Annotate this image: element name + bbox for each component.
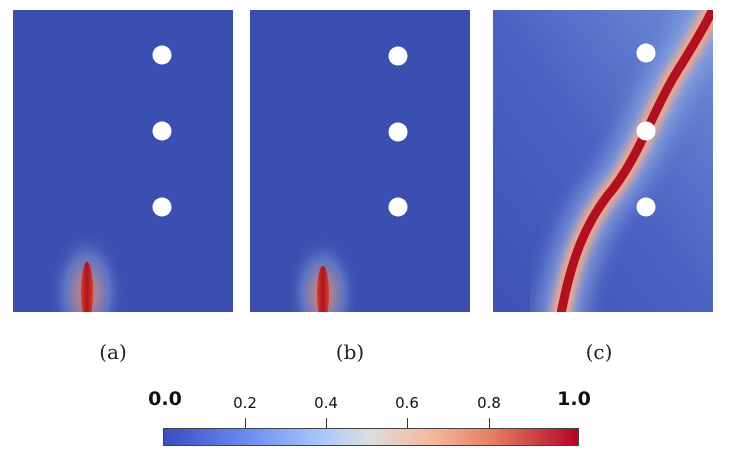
caption-a: (a) xyxy=(99,340,127,364)
colorbar-legend: 0.0 0.2 0.4 0.6 0.8 1.0 xyxy=(0,388,736,454)
colorbar-tick-label-1: 0.2 xyxy=(233,394,257,412)
colorbar-tick-label-2: 0.4 xyxy=(314,394,338,412)
panel-a-hole-middle xyxy=(152,121,172,141)
panel-b-crack-core xyxy=(317,266,329,312)
panel-b-hole-bottom xyxy=(388,197,408,217)
colorbar-tick-3 xyxy=(407,418,408,428)
colorbar-gradient xyxy=(163,428,579,446)
caption-b: (b) xyxy=(335,340,365,364)
phase-field-panel-a xyxy=(13,10,233,312)
colorbar-tick-4 xyxy=(489,418,490,428)
panel-c-crack-core xyxy=(556,10,713,312)
panel-b-hole-middle xyxy=(388,122,408,142)
panel-c-hole-middle xyxy=(636,121,656,141)
panel-b-hole-top xyxy=(388,46,408,66)
panel-a-hole-top xyxy=(152,45,172,65)
panel-c-hole-bottom xyxy=(636,197,656,217)
panel-a-hole-bottom xyxy=(152,197,172,217)
colorbar-tick-1 xyxy=(245,418,246,428)
panel-a-plot xyxy=(13,10,233,312)
colorbar-min-label: 0.0 xyxy=(148,388,182,410)
panel-b-background xyxy=(250,10,470,312)
colorbar-tick-label-3: 0.6 xyxy=(395,394,419,412)
panel-c-plot xyxy=(493,10,713,312)
phase-field-panel-b xyxy=(250,10,470,312)
colorbar-tick-label-4: 0.8 xyxy=(477,394,501,412)
phase-field-panel-c xyxy=(493,10,713,312)
panel-b-plot xyxy=(250,10,470,312)
colorbar-max-label: 1.0 xyxy=(557,388,591,410)
panel-c-hole-top xyxy=(636,43,656,63)
colorbar-tick-2 xyxy=(326,418,327,428)
panel-a-crack-core xyxy=(81,262,93,312)
caption-c: (c) xyxy=(585,340,613,364)
